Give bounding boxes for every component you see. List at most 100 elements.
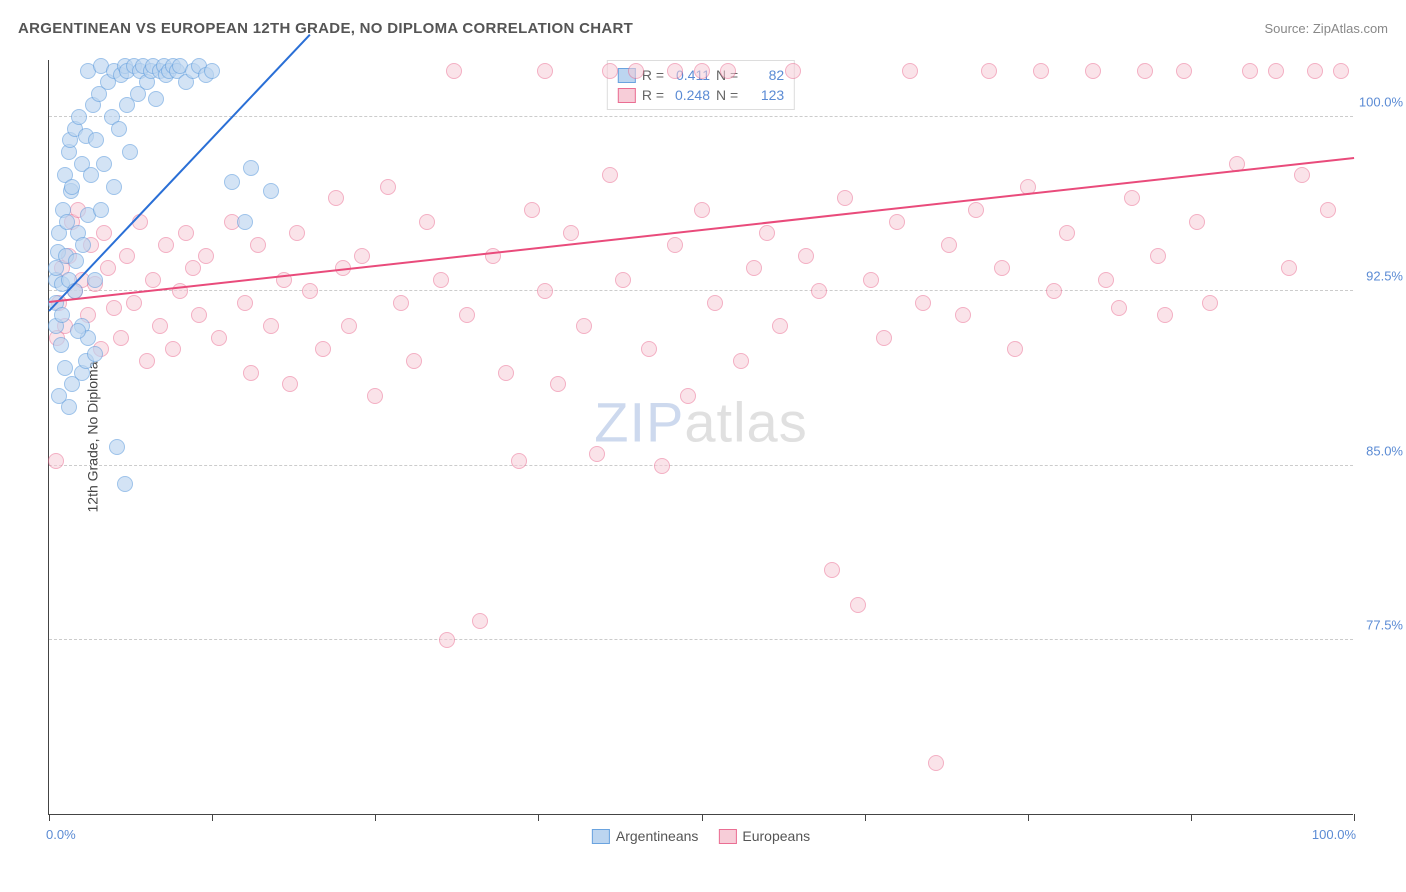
x-tick <box>212 814 213 821</box>
data-point <box>439 632 455 648</box>
data-point <box>654 458 670 474</box>
data-point <box>1294 167 1310 183</box>
x-tick <box>375 814 376 821</box>
data-point <box>785 63 801 79</box>
swatch-argentineans <box>592 829 610 844</box>
data-point <box>87 272 103 288</box>
data-point <box>139 353 155 369</box>
data-point <box>1007 341 1023 357</box>
data-point <box>915 295 931 311</box>
data-point <box>243 160 259 176</box>
data-point <box>537 63 553 79</box>
data-point <box>1189 214 1205 230</box>
x-tick <box>865 814 866 821</box>
data-point <box>1333 63 1349 79</box>
data-point <box>406 353 422 369</box>
data-point <box>1268 63 1284 79</box>
y-tick-label: 100.0% <box>1358 95 1403 110</box>
data-point <box>1085 63 1101 79</box>
data-point <box>667 63 683 79</box>
data-point <box>88 132 104 148</box>
x-tick <box>49 814 50 821</box>
data-point <box>68 253 84 269</box>
data-point <box>64 376 80 392</box>
data-point <box>746 260 762 276</box>
data-point <box>106 179 122 195</box>
gridline <box>49 465 1353 466</box>
data-point <box>191 307 207 323</box>
gridline <box>49 639 1353 640</box>
data-point <box>1176 63 1192 79</box>
data-point <box>733 353 749 369</box>
data-point <box>863 272 879 288</box>
chart-source: Source: ZipAtlas.com <box>1264 21 1388 36</box>
data-point <box>211 330 227 346</box>
data-point <box>224 174 240 190</box>
data-point <box>96 156 112 172</box>
y-tick-label: 85.0% <box>1358 443 1403 458</box>
gridline <box>49 290 1353 291</box>
data-point <box>178 225 194 241</box>
data-point <box>83 167 99 183</box>
y-tick-label: 92.5% <box>1358 269 1403 284</box>
series-legend: Argentineans Europeans <box>592 828 810 844</box>
chart-plot-area: 12th Grade, No Diploma ZIPatlas 0.0% 100… <box>48 60 1353 815</box>
data-point <box>981 63 997 79</box>
x-tick <box>1191 814 1192 821</box>
data-point <box>263 318 279 334</box>
data-point <box>354 248 370 264</box>
data-point <box>928 755 944 771</box>
stats-legend-row-europeans: R = 0.248 N = 123 <box>618 85 784 105</box>
data-point <box>100 260 116 276</box>
data-point <box>198 248 214 264</box>
n-value-europeans: 123 <box>744 87 784 103</box>
data-point <box>563 225 579 241</box>
data-point <box>71 109 87 125</box>
data-point <box>48 453 64 469</box>
legend-item-europeans: Europeans <box>718 828 810 844</box>
data-point <box>158 237 174 253</box>
data-point <box>282 376 298 392</box>
data-point <box>106 300 122 316</box>
data-point <box>302 283 318 299</box>
data-point <box>119 248 135 264</box>
data-point <box>93 202 109 218</box>
data-point <box>243 365 259 381</box>
data-point <box>1150 248 1166 264</box>
data-point <box>148 91 164 107</box>
data-point <box>1242 63 1258 79</box>
watermark: ZIPatlas <box>594 389 807 454</box>
trend-line <box>49 157 1354 303</box>
data-point <box>1281 260 1297 276</box>
data-point <box>968 202 984 218</box>
data-point <box>576 318 592 334</box>
data-point <box>602 63 618 79</box>
data-point <box>537 283 553 299</box>
data-point <box>64 179 80 195</box>
data-point <box>550 376 566 392</box>
data-point <box>126 295 142 311</box>
data-point <box>380 179 396 195</box>
r-label: R = <box>642 67 664 83</box>
data-point <box>122 144 138 160</box>
r-value-europeans: 0.248 <box>670 87 710 103</box>
r-label: R = <box>642 87 664 103</box>
data-point <box>498 365 514 381</box>
chart-header: ARGENTINEAN VS EUROPEAN 12TH GRADE, NO D… <box>18 20 1388 37</box>
data-point <box>433 272 449 288</box>
x-tick <box>702 814 703 821</box>
x-tick <box>1028 814 1029 821</box>
data-point <box>589 446 605 462</box>
data-point <box>667 237 683 253</box>
data-point <box>1111 300 1127 316</box>
data-point <box>54 307 70 323</box>
data-point <box>837 190 853 206</box>
swatch-europeans <box>618 88 636 103</box>
data-point <box>1307 63 1323 79</box>
data-point <box>459 307 475 323</box>
legend-label-argentineans: Argentineans <box>616 828 699 844</box>
data-point <box>117 476 133 492</box>
data-point <box>720 63 736 79</box>
y-axis-title: 12th Grade, No Diploma <box>84 362 100 513</box>
data-point <box>811 283 827 299</box>
